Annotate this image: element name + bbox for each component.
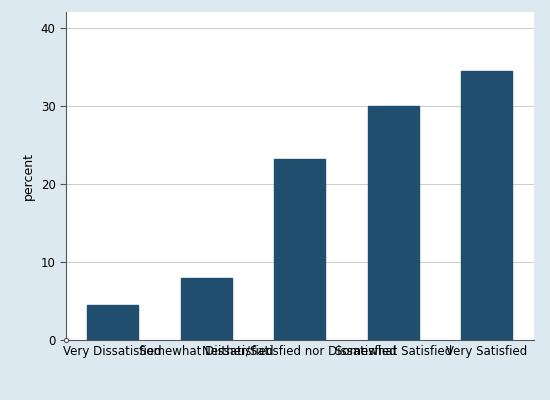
Bar [461,70,513,340]
Y-axis label: percent: percent [22,152,35,200]
Bar [180,278,232,340]
Bar [87,305,139,340]
Bar [367,106,419,340]
Bar [274,159,326,340]
